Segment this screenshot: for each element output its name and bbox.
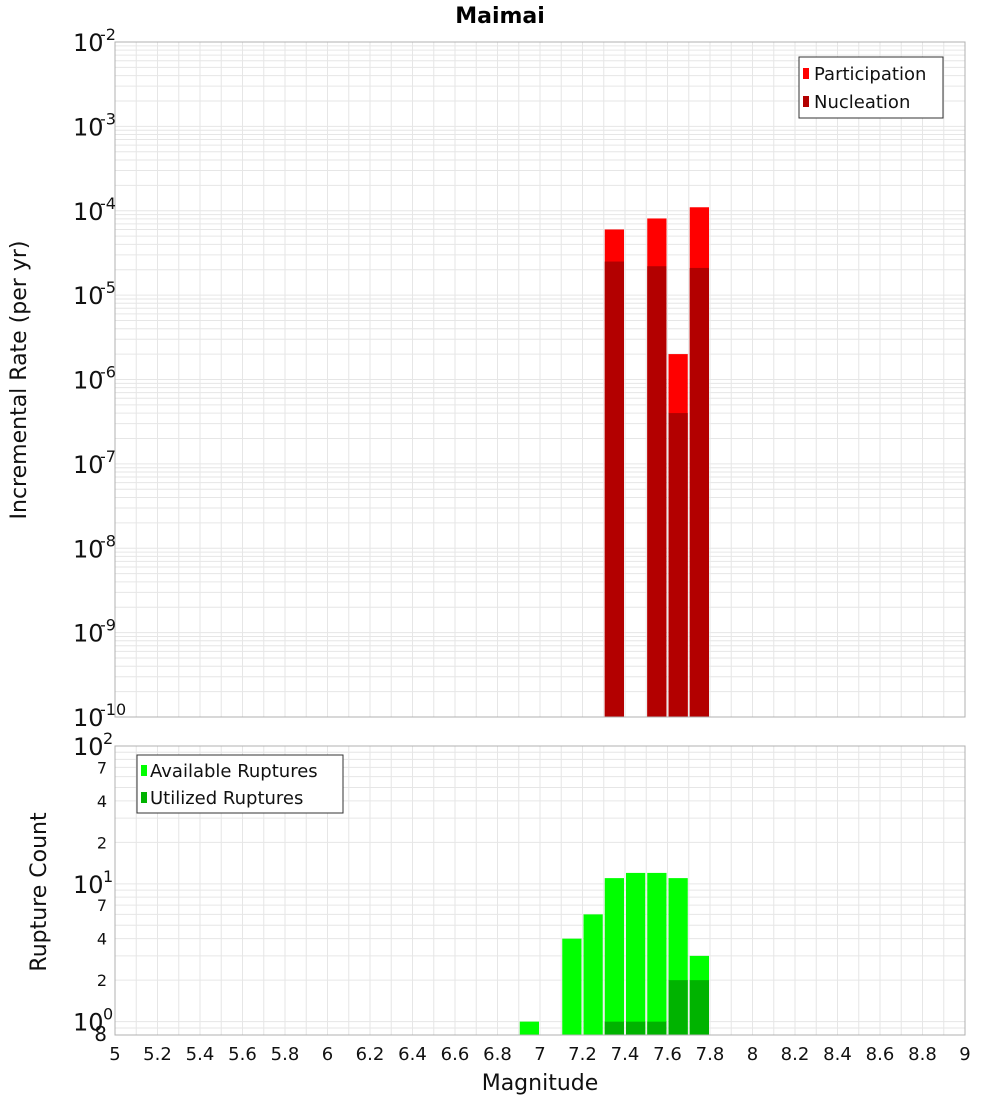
bottom-y-tick-label: 4 xyxy=(97,930,107,949)
available-swatch xyxy=(141,765,147,776)
top-y-tick-label: 10 xyxy=(73,113,104,141)
bottom-y-tick-label: 10 xyxy=(73,1009,104,1037)
top-plot-border xyxy=(114,41,966,718)
bottom-y-tick-exponent: 2 xyxy=(103,729,113,748)
bottom-plot-border xyxy=(114,745,966,1036)
top-y-tick-label: 10 xyxy=(73,367,104,395)
x-tick-label: 8.8 xyxy=(908,1044,937,1065)
nucleation-bar xyxy=(647,266,667,717)
x-tick-label: 8.4 xyxy=(823,1044,852,1065)
bottom-y-tick-label: 10 xyxy=(73,871,104,899)
top-y-tick-exponent: -5 xyxy=(100,278,116,297)
top-y-tick-label: 10 xyxy=(73,451,104,479)
utilized-bar xyxy=(626,1021,646,1035)
x-tick-label: 5 xyxy=(109,1044,120,1065)
top-y-tick-label: 10 xyxy=(73,620,104,648)
top-y-tick-exponent: -6 xyxy=(100,363,116,382)
x-tick-label: 6.8 xyxy=(483,1044,512,1065)
bottom-bars xyxy=(519,872,709,1035)
bottom-y-tick-label: 7 xyxy=(97,896,107,915)
legend-nucleation: Nucleation xyxy=(814,92,910,113)
nucleation-swatch xyxy=(803,96,809,107)
x-tick-label: 6.6 xyxy=(441,1044,470,1065)
top-y-tick-exponent: -2 xyxy=(100,25,116,44)
chart-title: Maimai xyxy=(455,4,545,29)
x-tick-label: 8 xyxy=(747,1044,758,1065)
top-y-tick-label: 10 xyxy=(73,198,104,226)
top-y-tick-label: 10 xyxy=(73,704,104,732)
top-y-tick-exponent: -3 xyxy=(100,109,116,128)
top-legend-box xyxy=(798,56,944,119)
bottom-legend-box xyxy=(136,754,344,814)
x-tick-label: 7 xyxy=(534,1044,545,1065)
available-bar xyxy=(626,872,646,1035)
x-tick-label: 5.8 xyxy=(271,1044,300,1065)
participation-swatch xyxy=(803,68,809,79)
utilized-bar xyxy=(668,980,688,1035)
x-tick-label: 7.8 xyxy=(696,1044,725,1065)
utilized-swatch xyxy=(141,792,147,803)
bottom-y-tick-label: 10 xyxy=(73,733,104,761)
utilized-bar xyxy=(689,980,709,1035)
top-legend: Participation Nucleation xyxy=(798,56,944,119)
bottom-y-tick-label: 2 xyxy=(97,833,107,852)
x-tick-labels: 5 5.2 5.4 5.6 5.8 6 6.2 6.4 6.6 6.8 7 7.2 7.4 7.6 7.8 8… xyxy=(109,1044,970,1065)
bottom-y-tick-label: 8 xyxy=(94,1022,107,1046)
x-tick-label: 6.4 xyxy=(398,1044,427,1065)
legend-participation: Participation xyxy=(814,64,926,85)
x-tick-label: 9 xyxy=(959,1044,970,1065)
x-tick-label: 8.2 xyxy=(781,1044,810,1065)
bottom-y-tick-exponent: 1 xyxy=(103,867,113,886)
available-bar xyxy=(604,878,624,1035)
top-y-tick-exponent: -10 xyxy=(100,700,126,719)
x-tick-label: 6.2 xyxy=(356,1044,385,1065)
top-y-axis-label: Incremental Rate (per yr) xyxy=(7,241,32,520)
nucleation-bar xyxy=(604,261,624,717)
bottom-y-tick-exponent: 0 xyxy=(103,1005,113,1024)
utilized-bar xyxy=(604,1021,624,1035)
top-y-tick-exponent: -8 xyxy=(100,531,116,550)
legend-utilized: Utilized Ruptures xyxy=(150,788,303,809)
x-axis-label: Magnitude xyxy=(482,1071,599,1096)
x-tick-label: 5.4 xyxy=(186,1044,215,1065)
bottom-y-tick-label: 7 xyxy=(97,758,107,777)
top-y-tick-label: 10 xyxy=(73,282,104,310)
x-tick-label: 7.4 xyxy=(611,1044,640,1065)
available-bar xyxy=(647,872,667,1035)
x-tick-label: 8.6 xyxy=(866,1044,895,1065)
top-y-tick-exponent: -9 xyxy=(100,616,116,635)
top-y-tick-label: 10 xyxy=(73,535,104,563)
x-tick-label: 5.2 xyxy=(143,1044,172,1065)
available-bar xyxy=(583,914,603,1035)
x-tick-label: 5.6 xyxy=(228,1044,257,1065)
x-tick-label: 6 xyxy=(322,1044,333,1065)
top-y-tick-label: 10 xyxy=(73,29,104,57)
legend-available: Available Ruptures xyxy=(150,761,318,782)
x-tick-label: 7.6 xyxy=(653,1044,682,1065)
bottom-y-axis-label: Rupture Count xyxy=(27,812,52,972)
x-tick-label: 7.2 xyxy=(568,1044,597,1065)
nucleation-bar xyxy=(689,267,709,717)
available-bar xyxy=(562,938,582,1035)
available-bar xyxy=(519,1021,539,1035)
bottom-legend: Available Ruptures Utilized Ruptures xyxy=(136,754,344,814)
bottom-y-tick-label: 4 xyxy=(97,792,107,811)
utilized-bar xyxy=(647,1021,667,1035)
bottom-y-tick-label: 2 xyxy=(97,971,107,990)
top-grid xyxy=(114,42,966,718)
top-bars xyxy=(604,207,709,718)
top-y-tick-exponent: -7 xyxy=(100,447,116,466)
top-y-tick-exponent: -4 xyxy=(100,194,116,213)
nucleation-bar xyxy=(668,413,688,717)
